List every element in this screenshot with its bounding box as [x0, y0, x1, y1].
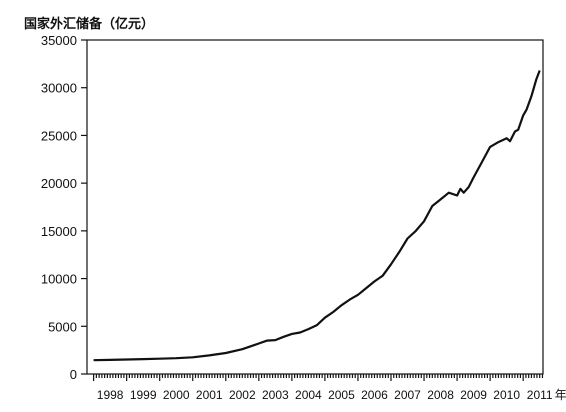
y-tick-label: 35000 — [41, 33, 77, 48]
x-tick-label: 2009 — [460, 388, 487, 402]
y-tick-label: 25000 — [41, 128, 77, 143]
x-tick-label: 2002 — [229, 388, 256, 402]
y-tick-label: 15000 — [41, 224, 77, 239]
x-tick-label: 2001 — [196, 388, 223, 402]
y-tick-label: 10000 — [41, 272, 77, 287]
y-tick-label: 5000 — [48, 319, 77, 334]
y-tick-label: 0 — [70, 367, 77, 382]
x-tick-label: 2004 — [295, 388, 322, 402]
y-axis-title: 国家外汇储备（亿元） — [24, 16, 154, 32]
series-line — [93, 70, 541, 362]
x-tick-label: 2007 — [394, 388, 421, 402]
y-axis: 0 5000 10000 15000 20000 25000 30000 35000 — [41, 33, 87, 382]
x-tick-label: 1999 — [130, 388, 157, 402]
x-tick-label: 2010 — [493, 388, 520, 402]
x-unit-label: 年 — [555, 388, 566, 402]
y-tick-label: 20000 — [41, 176, 77, 191]
x-tick-label: 2011 — [527, 388, 553, 402]
x-tick-label: 2008 — [427, 388, 454, 402]
plot-frame — [86, 39, 544, 375]
x-tick-label: 2000 — [163, 388, 190, 402]
x-axis: 1998 1999 2000 2001 2002 2003 2004 2005 2006 2007… — [93, 374, 566, 402]
x-tick-label: 2006 — [361, 388, 388, 402]
x-tick-label: 2003 — [262, 388, 289, 402]
x-tick-label: 2005 — [328, 388, 355, 402]
y-tick-label: 30000 — [41, 81, 77, 96]
x-tick-label: 1998 — [97, 388, 124, 402]
